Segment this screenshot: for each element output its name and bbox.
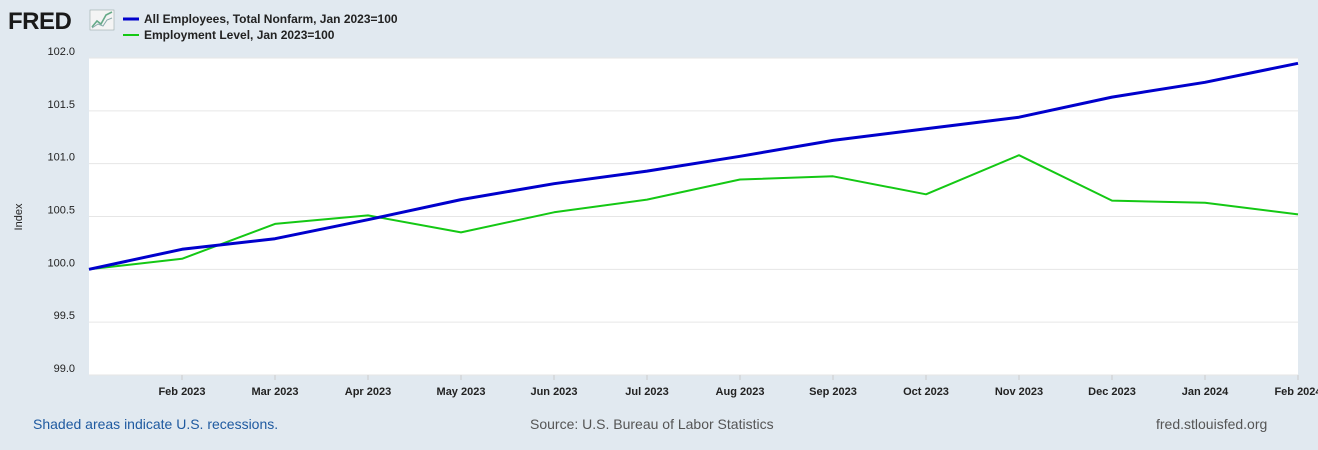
x-tick-label: Feb 2024 (1274, 386, 1318, 398)
x-axis-ticks: Feb 2023 Mar 2023 Apr 2023 May 2023 Jun 2023… (158, 375, 1318, 398)
chart: FRED All Employees, Total Nonfarm, Jan 2… (8, 8, 1318, 398)
x-tick-label: Sep 2023 (809, 386, 857, 398)
legend-label-nonfarm[interactable]: All Employees, Total Nonfarm, Jan 2023=1… (144, 12, 398, 26)
y-tick-label: 101.0 (47, 152, 75, 164)
x-tick-label: Dec 2023 (1088, 386, 1136, 398)
x-tick-label: Apr 2023 (345, 386, 391, 398)
legend: All Employees, Total Nonfarm, Jan 2023=1… (123, 12, 398, 42)
y-tick-label: 101.5 (47, 99, 75, 111)
x-tick-label: Jan 2024 (1182, 386, 1229, 398)
x-tick-label: Aug 2023 (716, 386, 765, 398)
recession-note-link[interactable]: Shaded areas indicate U.S. recessions. (33, 416, 279, 432)
x-tick-label: Jun 2023 (530, 386, 577, 398)
x-tick-label: Mar 2023 (251, 386, 298, 398)
x-tick-label: May 2023 (437, 386, 486, 398)
x-tick-label: Feb 2023 (158, 386, 205, 398)
x-tick-label: Jul 2023 (625, 386, 668, 398)
fred-logo-graph-icon (89, 9, 115, 31)
y-tick-label: 102.0 (47, 46, 75, 58)
y-tick-label: 99.5 (54, 310, 75, 322)
y-tick-label: 100.5 (47, 205, 75, 217)
source-note: Source: U.S. Bureau of Labor Statistics (530, 416, 774, 432)
series-line-nonfarm[interactable] (88, 61, 1299, 271)
legend-label-employment-level[interactable]: Employment Level, Jan 2023=100 (144, 28, 335, 42)
x-tick-label: Nov 2023 (995, 386, 1043, 398)
series-line-employment-level[interactable] (88, 154, 1299, 271)
fred-logo-text: FRED (8, 8, 72, 35)
fred-url[interactable]: fred.stlouisfed.org (1156, 416, 1268, 432)
x-tick-label: Oct 2023 (903, 386, 949, 398)
y-axis-label: Index (13, 203, 25, 230)
y-tick-label: 99.0 (54, 363, 75, 375)
y-axis-ticks: 99.0 99.5 100.0 100.5 101.0 101.5 102.0 (47, 46, 75, 375)
y-tick-label: 100.0 (47, 257, 75, 269)
fred-logo[interactable]: FRED (8, 8, 115, 35)
series-lines (88, 61, 1299, 271)
